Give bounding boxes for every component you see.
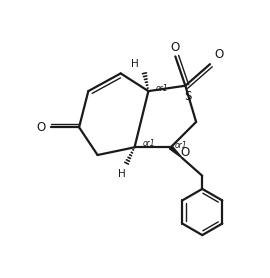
Text: O: O <box>215 48 224 61</box>
Polygon shape <box>169 146 182 158</box>
Text: S: S <box>185 90 192 103</box>
Text: H: H <box>117 169 125 179</box>
Text: O: O <box>36 121 45 134</box>
Text: O: O <box>180 146 189 159</box>
Text: H: H <box>131 59 139 69</box>
Text: or1: or1 <box>156 84 169 93</box>
Text: O: O <box>171 41 180 54</box>
Text: or1: or1 <box>142 139 155 148</box>
Text: or1: or1 <box>175 140 187 150</box>
